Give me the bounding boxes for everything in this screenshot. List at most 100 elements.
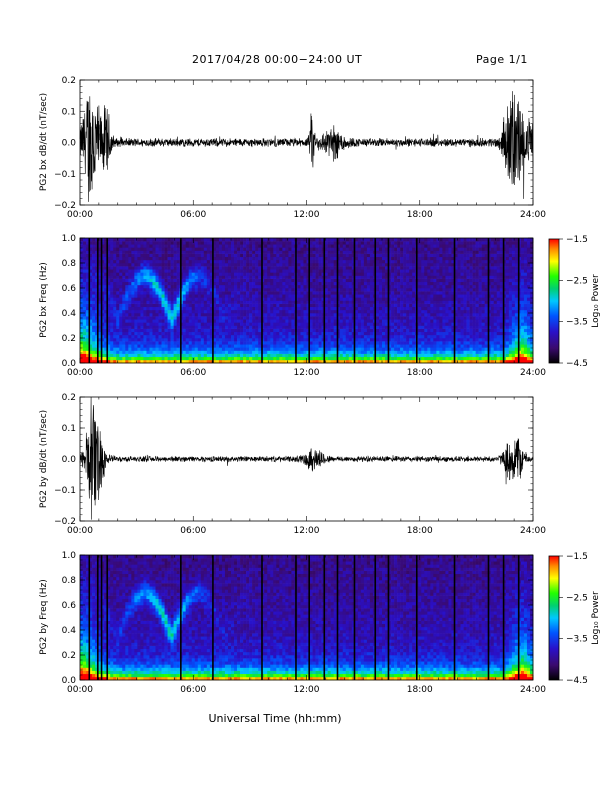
spectrogram-cell	[158, 253, 162, 258]
spectrogram-cell	[240, 353, 244, 358]
spectrogram-cell	[95, 325, 99, 329]
spectrogram-cell	[315, 278, 319, 283]
spectrogram-cell	[122, 284, 126, 289]
spectrogram-cell	[345, 313, 350, 317]
spectrogram-cell	[128, 353, 132, 358]
spectrogram-cell	[203, 309, 208, 314]
spectrogram-cell	[212, 253, 217, 258]
spectrogram-cell	[324, 275, 328, 279]
spectrogram-cell	[261, 278, 265, 283]
spectrogram-cell	[369, 359, 374, 364]
spectrogram-cell	[215, 238, 220, 242]
spectrogram-cell	[255, 250, 259, 254]
spectrogram-cell	[234, 269, 238, 273]
spectrogram-cell	[212, 266, 217, 270]
spectrogram-cell	[309, 356, 313, 361]
spectrogram-cell	[321, 341, 325, 345]
spectrogram-cell	[98, 256, 102, 261]
spectrogram-cell	[351, 288, 356, 292]
spectrogram-cell	[327, 294, 331, 298]
spectrogram-cell	[333, 303, 337, 308]
spectrogram-cell	[170, 359, 174, 364]
spectrogram-cell	[366, 269, 371, 273]
spectrogram-cell	[212, 294, 217, 298]
spectrogram-cell	[363, 253, 368, 258]
spectrogram-cell	[203, 275, 208, 279]
spectrogram-cell	[403, 266, 407, 270]
spectrogram-cell	[152, 328, 156, 333]
spectrogram-cell	[312, 272, 316, 276]
spectrogram-cell	[185, 247, 190, 251]
spectrogram-cell	[155, 244, 159, 248]
spectrogram-cell	[101, 294, 105, 298]
spectrogram-cell	[318, 319, 322, 323]
spectrogram-cell	[252, 253, 256, 258]
spectrogram-cell	[424, 294, 428, 298]
spectrogram-cell	[143, 291, 147, 295]
spectrogram-cell	[397, 247, 401, 251]
spectrogram-cell	[300, 325, 304, 329]
spectrogram-cell	[424, 319, 428, 323]
spectrogram-cell	[400, 275, 404, 279]
spectrogram-cell	[113, 263, 117, 267]
spectrogram-cell	[421, 313, 425, 317]
spectrogram-cell	[122, 356, 126, 361]
spectrogram-cell	[122, 328, 126, 333]
spectrogram-cell	[176, 244, 180, 248]
spectrogram-cell	[188, 269, 193, 273]
spectrogram-cell	[406, 272, 410, 276]
spectrogram-cell	[297, 313, 301, 317]
spectrogram-cell	[433, 347, 437, 351]
spectrogram-cell	[433, 313, 437, 317]
spectrogram-cell	[134, 309, 138, 314]
page-indicator: Page 1/1	[476, 53, 528, 66]
spectrogram-cell	[430, 334, 434, 339]
spectrogram-cell	[351, 313, 356, 317]
spectrogram-cell	[427, 350, 431, 354]
spectrogram-cell	[113, 356, 117, 361]
spectrogram-cell	[324, 241, 328, 245]
spectrogram-cell	[206, 253, 211, 258]
spectrogram-cell	[382, 278, 386, 283]
spectrogram-cell	[375, 300, 380, 304]
spectrogram-cell	[246, 284, 250, 289]
spectrogram-cell	[237, 291, 241, 295]
spectrogram-cell	[170, 275, 174, 279]
spectrogram-cell	[167, 316, 171, 320]
spectrogram-cell	[203, 272, 208, 276]
spectrogram-cell	[288, 356, 292, 361]
spectrogram-cell	[185, 275, 190, 279]
spectrogram-cell	[366, 347, 371, 351]
spectrogram-cell	[119, 288, 123, 292]
spectrogram-cell	[110, 331, 114, 336]
spectrogram-cell	[107, 341, 111, 345]
spectrogram-cell	[321, 241, 325, 245]
spectrogram-cell	[397, 347, 401, 351]
spectrogram-cell	[176, 334, 180, 339]
spectrogram-cell	[237, 244, 241, 248]
spectrogram-cell	[327, 297, 331, 301]
spectrogram-cell	[246, 306, 250, 311]
spectrogram-cell	[300, 294, 304, 298]
spectrogram-cell	[113, 284, 117, 289]
spectrogram-cell	[321, 325, 325, 329]
spectrogram-cell	[397, 344, 401, 348]
spectrogram-cell	[155, 278, 159, 283]
spectrogram-cell	[270, 259, 274, 264]
spectrogram-cell	[267, 272, 271, 276]
spectrogram-cell	[391, 266, 395, 270]
spectrogram-cell	[255, 328, 259, 333]
spectrogram-cell	[351, 356, 356, 361]
spectrogram-cell	[164, 353, 168, 358]
spectrogram-cell	[315, 313, 319, 317]
spectrogram-cell	[209, 356, 214, 361]
spectrogram-cell	[306, 250, 310, 254]
spectrogram-cell	[264, 269, 268, 273]
spectrogram-cell	[306, 350, 310, 354]
spectrogram-cell	[104, 350, 108, 354]
spectrogram-cell	[176, 253, 180, 258]
spectrogram-cell	[234, 300, 238, 304]
spectrogram-cell	[258, 347, 262, 351]
spectrogram-cell	[318, 291, 322, 295]
